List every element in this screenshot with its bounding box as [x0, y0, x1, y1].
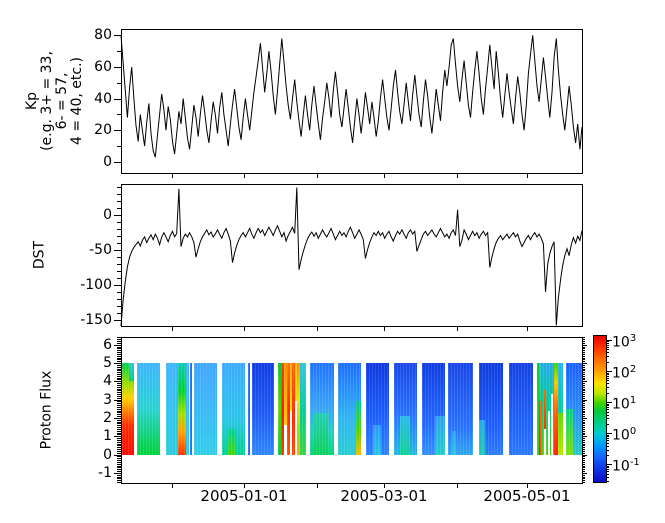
- heatmap-strip-column: [565, 408, 573, 455]
- heatmap-strip-column: [313, 413, 328, 455]
- heatmap-strip-column: [355, 401, 362, 455]
- heatmap-strip: [121, 363, 135, 455]
- heatmap-strip-column: [400, 416, 410, 455]
- heatmap-strip: [278, 363, 307, 455]
- colorbar-tick-label: 101: [612, 395, 637, 413]
- proton-flux-axis-label: Proton Flux: [38, 370, 55, 450]
- heatmap-strip: [509, 363, 534, 455]
- heatmap-strip-column: [551, 394, 554, 455]
- kp-series-line: [120, 35, 583, 158]
- colorbar-tick-label: 103: [612, 333, 637, 351]
- heatmap-strip-column: [557, 363, 563, 414]
- colorbar-tick-label: 10-1: [612, 457, 640, 476]
- x-axis-date-label: 2005-05-01: [483, 487, 571, 505]
- kp-ytick-label: 80: [94, 27, 112, 43]
- kp-ytick-label: 0: [103, 154, 112, 170]
- heatmap-strip-column: [543, 428, 546, 455]
- dst-series-line: [120, 187, 583, 327]
- heatmap-strip-column: [536, 363, 539, 455]
- flux-ytick-label: 0: [103, 447, 112, 463]
- heatmap-strip: [393, 363, 418, 455]
- heatmap-strip-column: [299, 363, 307, 455]
- heatmap-strip-column: [434, 416, 446, 455]
- heatmap-strip: [447, 363, 473, 455]
- heatmap-strip: [338, 363, 362, 455]
- heatmap-strip-column: [129, 363, 135, 382]
- heatmap-strip: [222, 363, 246, 455]
- heatmap-strip-column: [295, 363, 297, 402]
- heatmap-strip: [365, 363, 389, 455]
- heatmap-strip-column: [452, 430, 457, 455]
- dst-panel-frame: [121, 184, 583, 327]
- flux-ytick-label: 3: [103, 392, 112, 408]
- kp-axis-label: Kp (e.g. 3+ = 33, 6- = 57, 4 = 40, etc.): [24, 51, 85, 151]
- flux-ytick-label: 6: [103, 337, 112, 353]
- heatmap-strip: [536, 363, 563, 455]
- heatmap-strip-column: [543, 390, 546, 429]
- flux-ytick-label: -1: [98, 465, 112, 481]
- heatmap-strip-column: [296, 363, 300, 455]
- kp-ytick-label: 60: [94, 59, 112, 75]
- dst-ytick-label: 0: [103, 207, 112, 223]
- heatmap-strip-column: [479, 419, 486, 455]
- dst-ytick-label: -50: [89, 242, 112, 258]
- heatmap-strip: [166, 363, 190, 455]
- kp-ytick-label: 40: [94, 91, 112, 107]
- x-axis-date-label: 2005-03-01: [340, 487, 428, 505]
- heatmap-strip: [310, 363, 334, 455]
- heatmap-strip: [193, 363, 217, 455]
- colorbar: [593, 335, 606, 482]
- colorbar-tick-label: 100: [612, 426, 637, 444]
- heatmap-strip-column: [290, 410, 293, 455]
- flux-ytick-label: 1: [103, 428, 112, 444]
- heatmap-strip-column: [286, 363, 291, 455]
- dst-axis-label: DST: [31, 240, 48, 270]
- heatmap-strip-column: [280, 363, 285, 455]
- heatmap-strip-column: [228, 428, 236, 455]
- heatmap-strip-column: [538, 363, 542, 402]
- kp-ytick-label: 20: [94, 122, 112, 138]
- flux-ytick-label: 2: [103, 410, 112, 426]
- heatmap-strip: [422, 363, 446, 455]
- heatmap-strip-column: [290, 363, 293, 411]
- dst-ytick-label: -150: [80, 312, 112, 328]
- heatmap-strip-column: [177, 363, 186, 455]
- kp-panel-frame: [121, 29, 583, 174]
- heatmap-strip-column: [554, 363, 558, 455]
- heatmap-strip: [248, 363, 250, 455]
- heatmap-strip-column: [292, 363, 296, 455]
- heatmap-strip-column: [547, 410, 550, 455]
- heatmap-strip-column: [278, 363, 281, 455]
- flux-ytick-label: 5: [103, 355, 112, 371]
- heatmap-strip-column: [372, 425, 382, 455]
- heatmap-strip: [565, 363, 583, 455]
- x-axis-date-label: 2005-01-01: [200, 487, 288, 505]
- heatmap-strip: [137, 363, 161, 455]
- heatmap-strip-column: [538, 401, 542, 455]
- heatmap-strip-column: [557, 413, 563, 455]
- heatmap-strip: [479, 363, 504, 455]
- heatmap-strip: [251, 363, 275, 455]
- heatmap-strip-column: [284, 363, 287, 426]
- heatmap-strip-column: [284, 425, 287, 455]
- flux-ytick-label: 4: [103, 373, 112, 389]
- heatmap-strip: [190, 363, 193, 455]
- dst-ytick-label: -100: [80, 277, 112, 293]
- heatmap-strip-column: [295, 401, 297, 455]
- colorbar-tick-label: 102: [612, 364, 637, 382]
